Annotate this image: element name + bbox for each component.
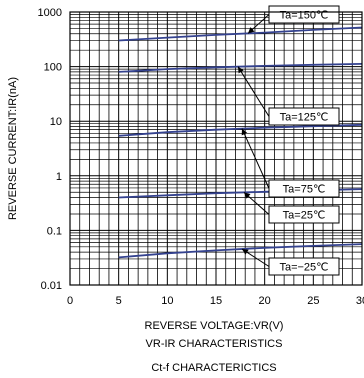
series-line-0 xyxy=(118,26,363,42)
callout-arrowhead xyxy=(242,249,249,255)
callout-arrowhead xyxy=(238,66,244,74)
y-tick-label: 10 xyxy=(50,116,62,128)
x-tick-label: 0 xyxy=(67,295,73,307)
series-line-4 xyxy=(118,243,363,259)
callout-box xyxy=(268,205,340,224)
y-tick-label: 100 xyxy=(44,62,62,74)
x-tick-label: 5 xyxy=(116,295,122,307)
x-tick-label: 25 xyxy=(307,295,319,307)
series-line-2 xyxy=(118,123,363,137)
y-tick-label: 1000 xyxy=(38,7,62,19)
callout-leader xyxy=(241,128,270,189)
y-axis-label: REVERSE CURRENT:IR(nA) xyxy=(7,77,19,220)
caption-vr-ir: VR-IR CHARACTERISTICS xyxy=(146,338,283,350)
callouts: Ta=150℃ Ta=125℃ Ta=75℃ Ta=25℃ Ta=−25℃ xyxy=(237,5,340,276)
x-tick-label: 30 xyxy=(356,295,364,307)
callout-leader xyxy=(237,66,270,117)
series-label-4: Ta=−25℃ xyxy=(279,262,328,274)
grid xyxy=(70,12,362,285)
y-tick-label: 1 xyxy=(56,171,62,183)
y-tick-labels: 0.01 0.1 1 10 100 1000 xyxy=(38,7,62,292)
callout-box xyxy=(268,179,340,198)
x-axis-label: REVERSE VOLTAGE:VR(V) xyxy=(145,320,284,332)
x-tick-label: 10 xyxy=(161,295,173,307)
series-label-1: Ta=125℃ xyxy=(280,112,329,124)
plot-frame xyxy=(69,11,363,286)
y-tick-label: 0.1 xyxy=(47,225,62,237)
callout-box xyxy=(268,107,340,126)
callout-arrowhead xyxy=(241,128,248,136)
x-tick-labels: 0 5 10 15 20 25 30 xyxy=(67,295,364,307)
series-line-1 xyxy=(118,63,363,73)
callout-arrowhead xyxy=(248,27,255,34)
caption-ct-f: Ct-f CHARACTERICTICS xyxy=(151,362,276,374)
callout-box xyxy=(268,5,340,24)
callout-arrowhead xyxy=(244,192,251,199)
callout-box xyxy=(268,257,340,276)
series-label-0: Ta=150℃ xyxy=(280,10,329,22)
series-label-2: Ta=75℃ xyxy=(283,184,326,196)
x-tick-label: 15 xyxy=(210,295,222,307)
series-label-3: Ta=25℃ xyxy=(283,210,326,222)
y-tick-label: 0.01 xyxy=(41,280,62,292)
x-tick-label: 20 xyxy=(259,295,271,307)
